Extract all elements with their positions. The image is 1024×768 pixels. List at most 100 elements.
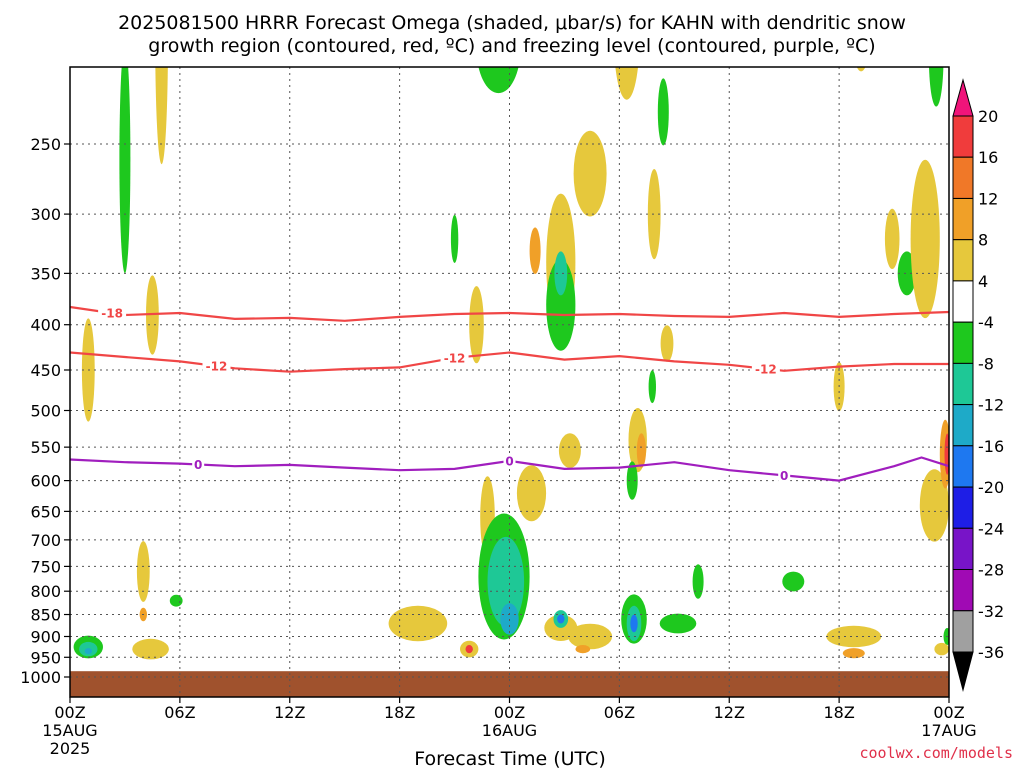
omega-region-42 (657, 78, 669, 146)
omega-shaded-regions (73, 67, 949, 660)
colorbar-segment-3 (952, 198, 974, 241)
y-tick-label-550: 550 (30, 438, 61, 457)
omega-region-43 (660, 325, 674, 362)
ground-below-surface (70, 671, 949, 697)
omega-region-37 (626, 461, 638, 500)
colorbar-label-11: -28 (978, 561, 1004, 580)
y-tick-label-900: 900 (30, 627, 61, 646)
omega-region-22 (516, 465, 547, 522)
y-tick-label-800: 800 (30, 582, 61, 601)
y-tick-label-700: 700 (30, 531, 61, 550)
credit-text: coolwx.com/models (859, 744, 1013, 762)
grid-lines (70, 67, 949, 697)
x-axis-label: Forecast Time (UTC) (414, 748, 605, 768)
omega-region-4 (136, 541, 150, 602)
y-tick-label-400: 400 (30, 316, 61, 335)
colorbar-segment-12 (952, 569, 974, 612)
omega-region-28 (573, 130, 607, 217)
colorbar-bottom-arrow (952, 651, 974, 692)
colorbar-label-4: 4 (978, 272, 988, 291)
x-tick-label-3: 18Z (384, 703, 415, 722)
y-tick-label-850: 850 (30, 606, 61, 625)
omega-region-18 (487, 536, 525, 627)
omega-region-36 (636, 433, 647, 468)
x-tick-label-6: 12Z (714, 703, 745, 722)
omega-region-32 (568, 623, 613, 650)
omega-region-16 (388, 605, 448, 642)
colorbar-label-13: -36 (978, 643, 1004, 662)
colorbar-segment-5 (952, 280, 974, 323)
omega-region-51 (856, 67, 866, 72)
contour-label-bg-1-2 (751, 361, 780, 376)
x-tick-label-2: 12Z (274, 703, 305, 722)
colorbar-segment-1 (952, 115, 974, 158)
y-tick-label-350: 350 (30, 264, 61, 283)
colorbar-label-1: 16 (978, 148, 998, 167)
x-tick-label-0: 00Z (54, 703, 85, 722)
omega-region-21 (465, 645, 473, 654)
y-tick-label-450: 450 (30, 361, 61, 380)
colorbar: 20 16 12 8 4 -4 -8 -12 -16 -20 -24 -28 -32 -36 (952, 78, 1004, 692)
y-tick-label-650: 650 (30, 502, 61, 521)
colorbar-top-arrow (952, 78, 974, 117)
omega-region-26 (554, 251, 568, 296)
omega-region-46 (659, 613, 697, 634)
colorbar-label-5: -4 (978, 313, 994, 332)
x-tick-label-5: 06Z (604, 703, 635, 722)
contour-label-1-0: -12 (206, 359, 228, 373)
colorbar-label-0: 20 (978, 107, 998, 126)
y-tick-label-1000: 1000 (20, 668, 61, 687)
y-tick-label-750: 750 (30, 557, 61, 576)
colorbar-label-12: -32 (978, 602, 1004, 621)
omega-region-13 (450, 214, 459, 263)
omega-region-48 (826, 625, 882, 648)
x-tick-date-8: 17AUG (921, 721, 976, 740)
omega-region-49 (842, 648, 865, 659)
colorbar-label-10: -24 (978, 519, 1004, 538)
colorbar-label-7: -12 (978, 396, 1004, 415)
omega-region-24 (529, 227, 541, 274)
omega-region-31 (557, 614, 565, 624)
omega-region-27 (558, 433, 581, 468)
y-tick-label-500: 500 (30, 402, 61, 421)
omega-region-11 (84, 648, 93, 655)
y-tick-label-600: 600 (30, 472, 61, 491)
chart-title-line-2: growth region (contoured, red, ºC) and f… (148, 35, 875, 57)
omega-region-34 (615, 67, 639, 100)
y-tick-label-950: 950 (30, 648, 61, 667)
contour-label-0-0: -18 (101, 307, 123, 321)
colorbar-segment-11 (952, 527, 974, 570)
omega-region-45 (692, 564, 704, 599)
omega-region-8 (169, 594, 183, 607)
contour-line-2 (70, 456, 949, 482)
contour-line-0 (70, 305, 949, 322)
x-tick-label-4: 00Z (494, 703, 525, 722)
contour-label-bg-0-0 (98, 306, 127, 321)
colorbar-segment-8 (952, 404, 974, 447)
colorbar-segment-6 (952, 321, 974, 364)
omega-region-47 (782, 571, 805, 592)
omega-region-7 (119, 67, 131, 274)
y-tick-label-250: 250 (30, 135, 61, 154)
contour-label-2-1: 0 (505, 454, 513, 468)
chart-title-line-1: 2025081500 HRRR Forecast Omega (shaded, … (118, 12, 906, 34)
contour-label-bg-2-2 (778, 468, 791, 483)
omega-region-52 (884, 208, 900, 269)
contour-label-1-2: -12 (755, 362, 777, 376)
contour-label-2-2: 0 (780, 469, 788, 483)
x-tick-date-4: 16AUG (482, 721, 537, 740)
colorbar-segment-4 (952, 239, 974, 282)
omega-region-6 (132, 638, 169, 660)
colorbar-segment-13 (952, 610, 974, 653)
omega-region-14 (469, 286, 484, 364)
temperature-contours: -18 -12 -12 -12 0 0 0 (70, 305, 949, 483)
contour-label-bg-2-1 (503, 453, 516, 468)
omega-region-38 (647, 169, 661, 260)
x-tick-date-0: 15AUG (42, 721, 97, 740)
x-tick-year-0: 2025 (50, 739, 91, 758)
colorbar-label-8: -16 (978, 437, 1004, 456)
colorbar-label-6: -8 (978, 354, 994, 373)
colorbar-label-3: 8 (978, 231, 988, 250)
